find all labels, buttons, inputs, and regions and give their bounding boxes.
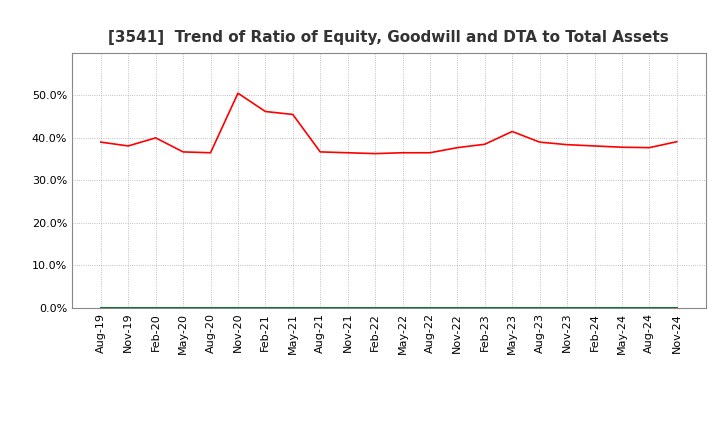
Goodwill <box>233 305 242 311</box>
Line: Equity: Equity <box>101 93 677 154</box>
Equity <box>151 135 160 140</box>
Title: [3541]  Trend of Ratio of Equity, Goodwill and DTA to Total Assets: [3541] Trend of Ratio of Equity, Goodwil… <box>109 29 669 45</box>
Equity <box>508 129 516 134</box>
Goodwill <box>206 305 215 311</box>
Goodwill <box>96 305 105 311</box>
Goodwill <box>672 305 681 311</box>
Goodwill <box>151 305 160 311</box>
Equity <box>672 139 681 144</box>
Deferred Tax Assets <box>316 305 325 311</box>
Deferred Tax Assets <box>371 305 379 311</box>
Equity <box>536 139 544 145</box>
Deferred Tax Assets <box>508 305 516 311</box>
Equity <box>398 150 407 155</box>
Deferred Tax Assets <box>124 305 132 311</box>
Deferred Tax Assets <box>480 305 489 311</box>
Deferred Tax Assets <box>426 305 434 311</box>
Deferred Tax Assets <box>645 305 654 311</box>
Goodwill <box>453 305 462 311</box>
Deferred Tax Assets <box>618 305 626 311</box>
Equity <box>289 112 297 117</box>
Goodwill <box>563 305 572 311</box>
Equity <box>563 142 572 147</box>
Goodwill <box>289 305 297 311</box>
Deferred Tax Assets <box>96 305 105 311</box>
Deferred Tax Assets <box>590 305 599 311</box>
Deferred Tax Assets <box>206 305 215 311</box>
Deferred Tax Assets <box>398 305 407 311</box>
Deferred Tax Assets <box>563 305 572 311</box>
Goodwill <box>261 305 270 311</box>
Goodwill <box>343 305 352 311</box>
Goodwill <box>426 305 434 311</box>
Deferred Tax Assets <box>233 305 242 311</box>
Equity <box>590 143 599 149</box>
Goodwill <box>645 305 654 311</box>
Deferred Tax Assets <box>343 305 352 311</box>
Equity <box>179 149 187 154</box>
Deferred Tax Assets <box>289 305 297 311</box>
Equity <box>316 149 325 154</box>
Equity <box>426 150 434 155</box>
Equity <box>453 145 462 150</box>
Goodwill <box>124 305 132 311</box>
Deferred Tax Assets <box>536 305 544 311</box>
Equity <box>96 139 105 145</box>
Equity <box>233 91 242 96</box>
Goodwill <box>398 305 407 311</box>
Goodwill <box>590 305 599 311</box>
Goodwill <box>536 305 544 311</box>
Equity <box>206 150 215 155</box>
Equity <box>343 150 352 155</box>
Goodwill <box>508 305 516 311</box>
Deferred Tax Assets <box>453 305 462 311</box>
Deferred Tax Assets <box>261 305 270 311</box>
Equity <box>618 145 626 150</box>
Equity <box>480 142 489 147</box>
Equity <box>371 151 379 156</box>
Goodwill <box>371 305 379 311</box>
Goodwill <box>316 305 325 311</box>
Deferred Tax Assets <box>672 305 681 311</box>
Goodwill <box>179 305 187 311</box>
Deferred Tax Assets <box>179 305 187 311</box>
Equity <box>124 143 132 149</box>
Equity <box>261 109 270 114</box>
Equity <box>645 145 654 150</box>
Deferred Tax Assets <box>151 305 160 311</box>
Goodwill <box>480 305 489 311</box>
Goodwill <box>618 305 626 311</box>
